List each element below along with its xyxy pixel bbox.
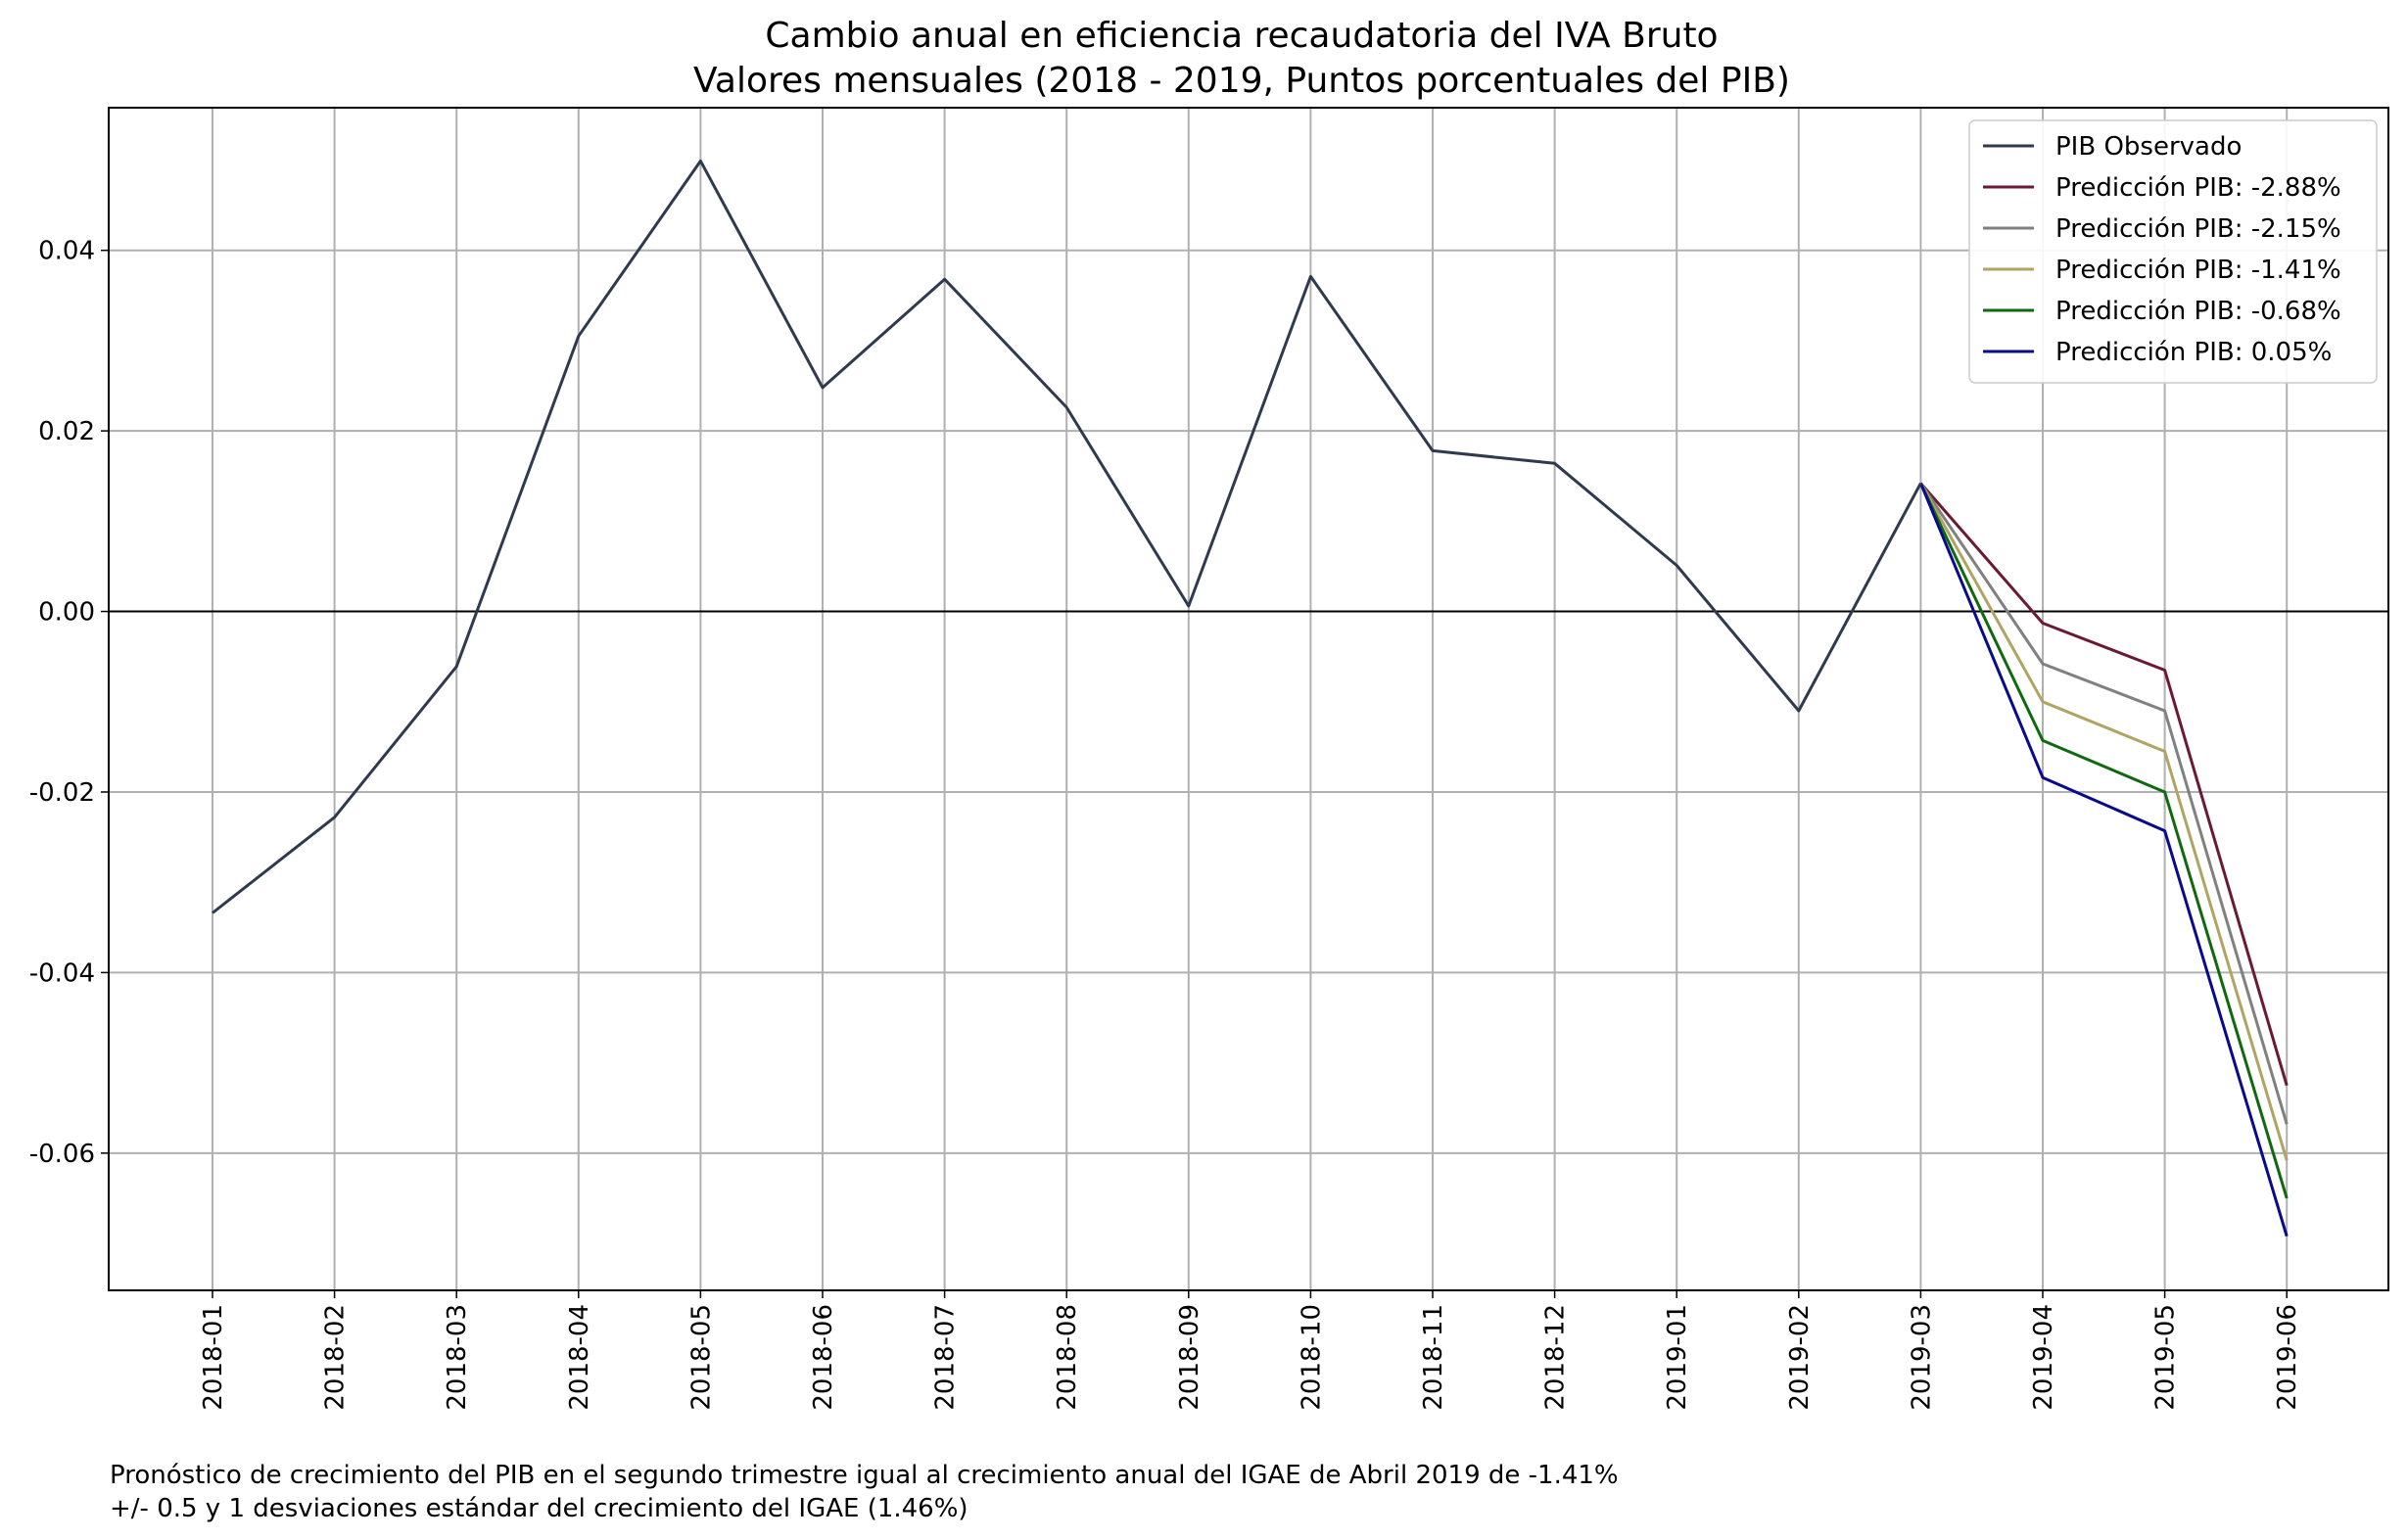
x-tick-label: 2018-10 [1297,1304,1326,1411]
x-tick-label: 2018-08 [1053,1304,1082,1411]
y-tick-label: 0.02 [38,417,95,446]
x-tick-label: 2019-06 [2273,1304,2302,1411]
chart-subtitle: Valores mensuales (2018 - 2019, Puntos p… [693,61,1790,101]
x-tick-label: 2018-03 [443,1304,472,1411]
x-tick-label: 2019-03 [1907,1304,1936,1411]
x-tick-label: 2018-04 [565,1304,594,1411]
x-tick-label: 2019-04 [2029,1304,2058,1411]
legend: PIB Observado Predicción PIB: -2.88% Predi… [1968,119,2378,384]
series-line-prediction [1919,482,2289,1199]
x-tick-label: 2018-11 [1419,1304,1448,1411]
x-tick-label: 2018-05 [686,1304,716,1411]
series-line-prediction [1919,482,2289,1161]
legend-label: Predicción PIB: -2.88% [2055,173,2341,203]
x-tick-label: 2018-06 [809,1304,838,1411]
x-tick-label: 2018-02 [321,1304,351,1411]
y-tick-label: 0.04 [38,237,95,266]
series-lines [212,159,2289,1237]
footnote-line-1: Pronóstico de crecimiento del PIB en el … [110,1461,1619,1490]
legend-label: Predicción PIB: -1.41% [2055,256,2341,285]
y-tick-label: -0.02 [29,778,95,808]
footnote-line-2: +/- 0.5 y 1 desviaciones estándar del cr… [110,1494,968,1523]
y-tick-label: 0.00 [38,598,95,628]
x-tick-label: 2019-05 [2151,1304,2181,1411]
x-tick-label: 2018-09 [1175,1304,1204,1411]
chart-title: Cambio anual en eficiencia recaudatoria … [765,16,1718,56]
legend-box [1968,119,2378,384]
y-tick-label: -0.04 [29,958,95,988]
y-tick-label: -0.06 [29,1140,95,1169]
legend-label: Predicción PIB: 0.05% [2055,338,2332,367]
series-line-observed [212,159,1922,914]
legend-label: Predicción PIB: -2.15% [2055,214,2341,244]
x-tick-label: 2019-01 [1663,1304,1692,1411]
plot-frame [108,107,2389,1291]
legend-label: Predicción PIB: -0.68% [2055,297,2341,326]
tick-labels: 2018-01 2018-02 2018-03 2018-04 2018-05 2018-… [29,237,2302,1411]
legend-label: PIB Observado [2055,132,2242,162]
x-tick-label: 2018-01 [199,1304,228,1411]
series-line-prediction [1919,482,2289,1125]
x-tick-label: 2019-02 [1785,1304,1815,1411]
series-line-prediction [1919,483,2289,1237]
x-tick-label: 2018-12 [1541,1304,1571,1411]
x-tick-label: 2018-07 [931,1304,961,1411]
series-line-prediction [1919,482,2289,1087]
